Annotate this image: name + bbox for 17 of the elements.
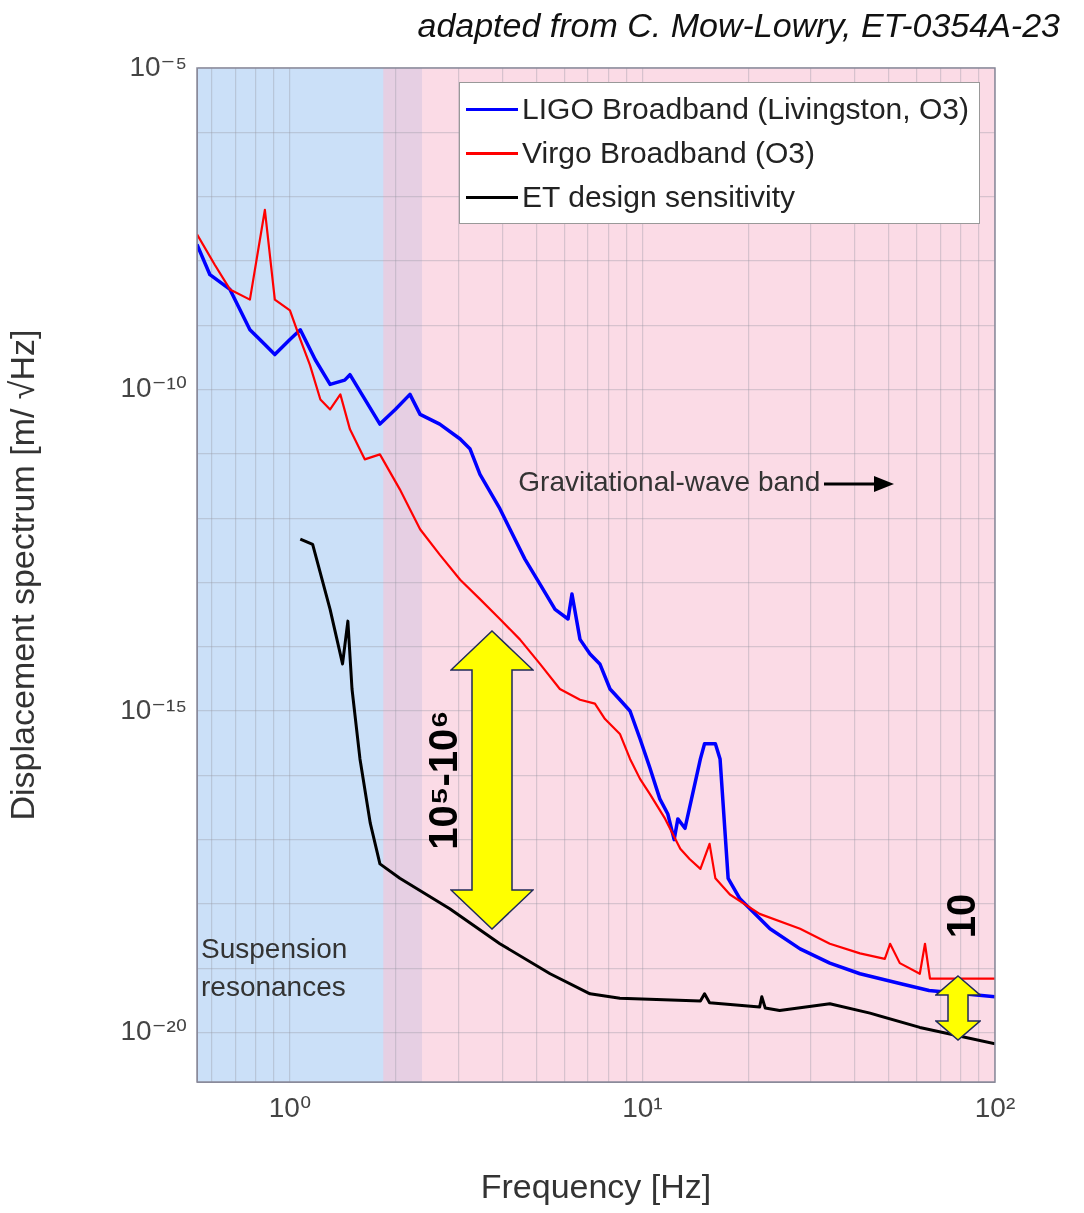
y-tick-label: 10⁻²⁰ <box>120 1015 187 1047</box>
x-tick-label: 10⁰ <box>268 1091 312 1123</box>
legend-label: ET design sensitivity <box>522 180 795 214</box>
y-tick-label: 10⁻⁵ <box>129 50 187 82</box>
band-label: Gravitational-wave band <box>518 466 821 498</box>
text: adapted from C. Mow-Lowry, ET-0354A-23 <box>417 6 1060 45</box>
y-tick-label: 10⁻¹⁵ <box>120 693 187 725</box>
legend-label: LIGO Broadband (Livingston, O3) <box>522 92 969 126</box>
x-tick-label: 10¹ <box>622 1091 663 1123</box>
y-axis-title: Displacement spectrum [m/ √Hz] <box>2 329 41 821</box>
y-tick-label: 10⁻¹⁰ <box>120 372 187 404</box>
annotation: 10⁵-10⁶ <box>421 710 466 850</box>
legend-label: Virgo Broadband (O3) <box>522 136 816 170</box>
x-axis-title: Frequency [Hz] <box>480 1166 712 1205</box>
band-label: Suspension resonances <box>201 932 348 1002</box>
x-tick-label: 10² <box>974 1091 1016 1123</box>
annotation: 10 <box>939 893 983 939</box>
